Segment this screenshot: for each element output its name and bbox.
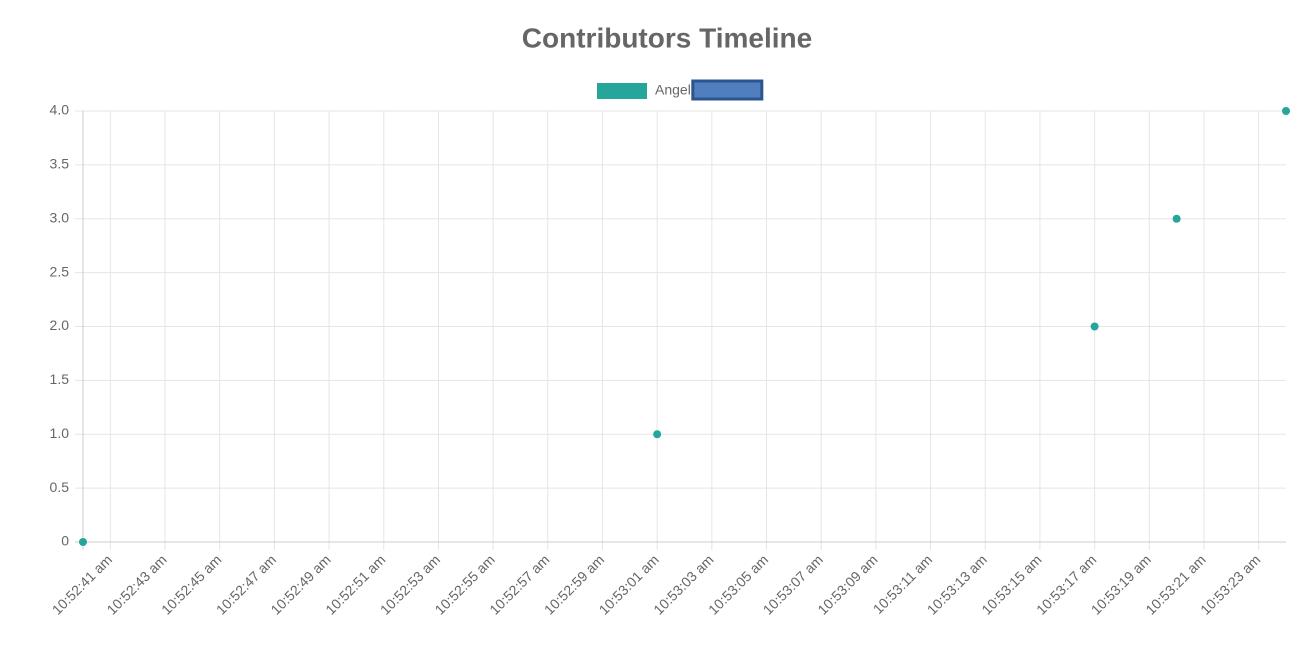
y-tick-label: 3.5 bbox=[50, 156, 70, 172]
y-tick-label: 2.0 bbox=[50, 317, 70, 333]
chart-title: Contributors Timeline bbox=[522, 22, 812, 53]
y-tick-label: 0 bbox=[61, 533, 69, 549]
y-tick-label: 2.5 bbox=[50, 263, 70, 279]
y-tick-label: 3.0 bbox=[50, 209, 70, 225]
legend-swatch bbox=[691, 79, 764, 101]
y-tick-label: 4.0 bbox=[50, 102, 70, 118]
point bbox=[1282, 107, 1290, 115]
y-tick-label: 1.5 bbox=[50, 371, 70, 387]
point bbox=[79, 538, 87, 546]
point bbox=[1172, 214, 1181, 223]
legend-label: Angel bbox=[655, 82, 691, 98]
legend-swatch bbox=[597, 83, 647, 99]
y-tick-label: 0.5 bbox=[50, 479, 70, 495]
point bbox=[1090, 322, 1099, 331]
y-tick-label: 1.0 bbox=[50, 425, 70, 441]
point bbox=[653, 430, 662, 439]
